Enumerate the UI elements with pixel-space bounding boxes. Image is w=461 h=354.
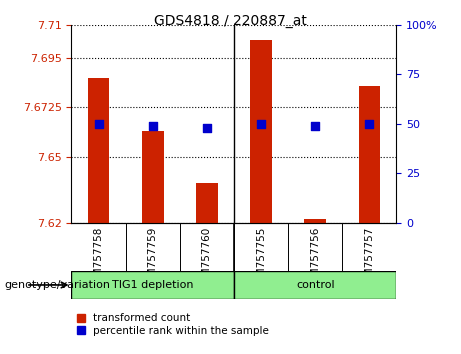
Bar (196, 183, 218, 223)
Bar (359, 86, 380, 223)
Bar (142, 131, 164, 223)
Legend: transformed count, percentile rank within the sample: transformed count, percentile rank withi… (77, 313, 269, 336)
Text: GSM757759: GSM757759 (148, 227, 158, 290)
Text: GSM757756: GSM757756 (310, 227, 320, 290)
FancyBboxPatch shape (234, 271, 396, 299)
Bar (88, 78, 109, 223)
Point (203, 125, 211, 131)
Point (257, 121, 265, 127)
FancyBboxPatch shape (71, 271, 234, 299)
Text: GSM757758: GSM757758 (94, 227, 104, 290)
Point (95, 121, 102, 127)
Point (366, 121, 373, 127)
Text: GSM757755: GSM757755 (256, 227, 266, 290)
Point (149, 123, 156, 129)
Text: GDS4818 / 220887_at: GDS4818 / 220887_at (154, 14, 307, 28)
Text: control: control (296, 280, 335, 290)
Text: genotype/variation: genotype/variation (5, 280, 111, 290)
Point (312, 123, 319, 129)
Text: GSM757760: GSM757760 (202, 227, 212, 290)
Bar (250, 40, 272, 223)
Bar (304, 219, 326, 223)
Text: TIG1 depletion: TIG1 depletion (112, 280, 194, 290)
Text: GSM757757: GSM757757 (364, 227, 374, 290)
